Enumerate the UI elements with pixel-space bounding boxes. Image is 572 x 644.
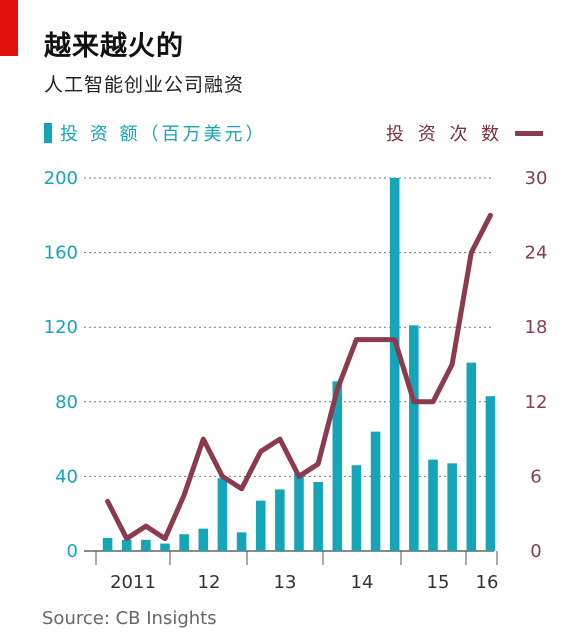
legend-bar: 投 资 额（百万美元）: [44, 120, 266, 146]
chart-title: 越来越火的: [44, 31, 184, 62]
bar: [217, 478, 228, 551]
x-tick-label: 13: [274, 572, 297, 593]
bar: [141, 539, 151, 551]
accent-bar: [0, 0, 18, 56]
y-tick-left: 200: [44, 168, 78, 189]
line-layer: [105, 212, 493, 542]
bar: [179, 534, 189, 551]
bar: [466, 362, 477, 551]
x-tick-label: 2011: [110, 572, 156, 593]
y-tick-right: 12: [525, 392, 548, 413]
bar: [198, 528, 209, 551]
bar: [102, 537, 113, 551]
y-tick-right: 24: [525, 243, 548, 264]
y-tick-left: 80: [55, 392, 78, 413]
y-tick-left: 120: [44, 317, 78, 338]
x-tick-label: 12: [198, 572, 221, 593]
bars: [102, 178, 496, 551]
source-note: Source: CB Insights: [42, 608, 217, 629]
y-tick-left: 40: [55, 466, 78, 487]
axis-left: 0 40 80 120 160 200: [44, 168, 78, 562]
y-tick-right: 30: [525, 168, 548, 189]
x-tick-label: 14: [351, 572, 374, 593]
legend-line: 投 资 次 数: [386, 120, 544, 146]
bar: [294, 472, 304, 551]
y-tick-left: 160: [44, 243, 78, 264]
bar: [275, 489, 285, 551]
y-tick-right: 18: [525, 317, 548, 338]
x-tick-label: 15: [427, 572, 450, 593]
bar-swatch-icon: [44, 123, 52, 143]
legend-line-label: 投 资 次 数: [386, 124, 504, 145]
bar: [351, 465, 362, 551]
bar: [160, 543, 170, 551]
y-tick-left: 0: [67, 541, 78, 562]
axis-right: 0 6 12 18 24 30: [525, 168, 548, 562]
bar: [255, 500, 266, 551]
bar: [313, 481, 323, 551]
y-tick-right: 6: [530, 466, 541, 487]
bar: [236, 532, 247, 551]
bar: [485, 396, 496, 551]
y-tick-right: 0: [530, 541, 541, 562]
bar: [121, 539, 132, 551]
bar: [447, 463, 457, 551]
x-tick-label: 16: [476, 572, 499, 593]
chart-subtitle: 人工智能创业公司融资: [44, 74, 245, 96]
series-line: [105, 212, 493, 542]
line-swatch-icon: [515, 130, 544, 136]
bar: [370, 431, 381, 551]
bar: [428, 459, 438, 551]
axis-x: 2011 12 13 14 15 16: [95, 551, 499, 593]
bar: [332, 381, 343, 551]
bar: [409, 325, 419, 551]
bar: [389, 178, 400, 551]
legend-bar-label: 投 资 额（百万美元）: [60, 124, 267, 145]
